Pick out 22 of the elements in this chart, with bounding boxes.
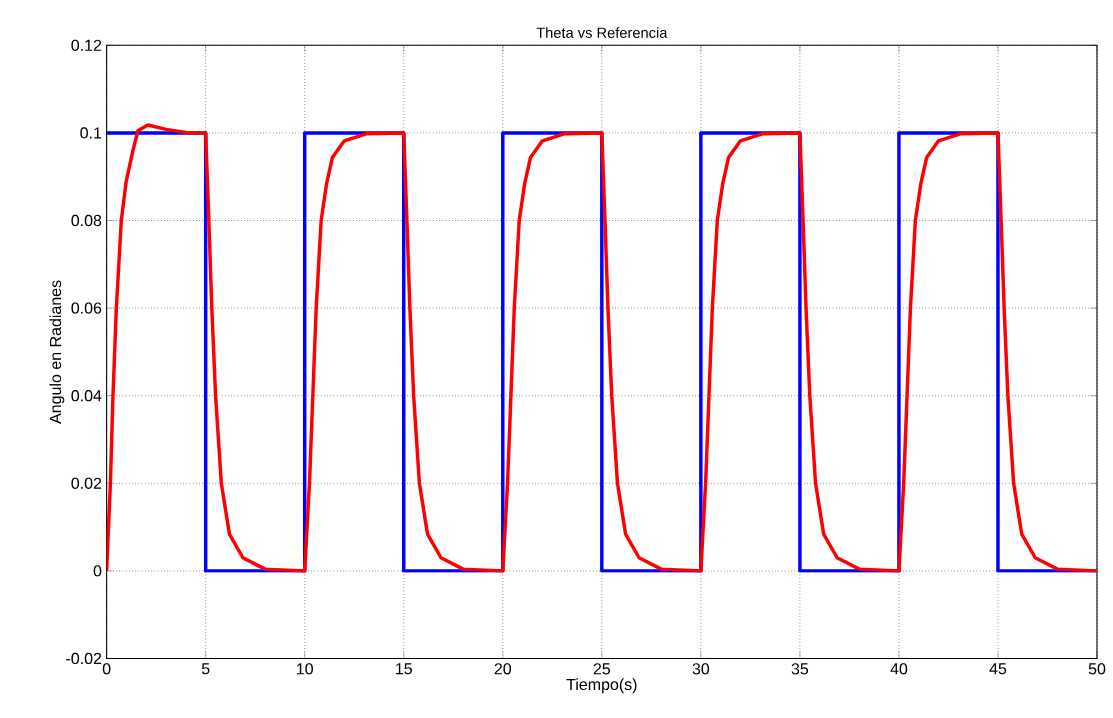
x-tick-label: 45 [989,662,1007,675]
x-tick-label: 0 [102,662,111,675]
x-tick-label: 20 [494,662,512,675]
y-axis-title: Angulo en Radianes [49,280,65,424]
y-tick-label: 0.04 [71,389,102,402]
x-tick-label: 50 [1088,662,1106,675]
x-tick-label: 30 [692,662,710,675]
chart-title: Theta vs Referencia [536,26,668,38]
x-axis-title: Tiempo(s) [566,678,637,694]
x-tick-label: 5 [201,662,210,675]
y-tick-label: 0.06 [71,302,102,314]
x-tick-label: 35 [791,662,809,675]
y-tick-label: 0 [93,565,102,577]
x-tick-label: 15 [396,662,412,675]
y-tick-label: -0.02 [66,652,102,664]
y-tick-label: 0.12 [71,39,102,51]
x-tick-label: 10 [297,662,313,675]
x-tick-label: 40 [890,662,908,675]
y-tick-label: 0.02 [71,477,102,489]
y-tick-label: 0.08 [71,214,102,226]
x-tick-label: 25 [593,662,611,675]
y-tick-label: 0.1 [80,127,102,139]
